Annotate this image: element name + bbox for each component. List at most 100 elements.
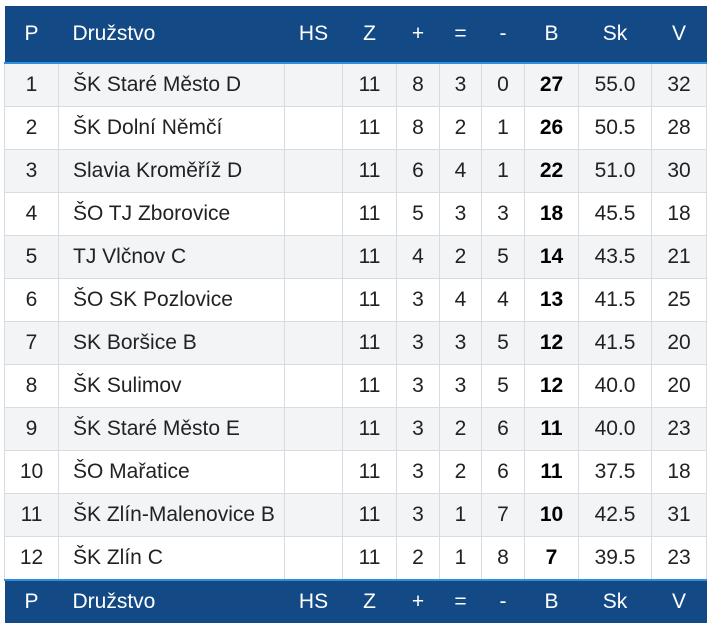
cell-team: ŠK Dolní Němčí xyxy=(58,106,285,150)
header-team: Družstvo xyxy=(58,6,285,64)
cell-v: 31 xyxy=(651,493,707,537)
cell-team: ŠK Sulimov xyxy=(58,364,285,408)
cell-position: 8 xyxy=(4,364,59,408)
table-row: 2 ŠK Dolní Němčí 11 8 2 1 26 50.5 28 xyxy=(4,106,707,150)
cell-draws: 3 xyxy=(439,192,482,236)
cell-losses: 4 xyxy=(481,278,525,322)
cell-matches: 11 xyxy=(342,493,397,537)
cell-draws: 2 xyxy=(439,407,482,451)
standings-table-container: P Družstvo HS Z + = - B Sk V 1 ŠK Staré M… xyxy=(4,6,707,623)
table-row: 6 ŠO SK Pozlovice 11 3 4 4 13 41.5 25 xyxy=(4,278,707,322)
cell-hs xyxy=(284,493,343,537)
cell-hs xyxy=(284,106,343,150)
cell-team: ŠO SK Pozlovice xyxy=(58,278,285,322)
header-losses: - xyxy=(481,6,525,64)
cell-hs xyxy=(284,62,343,107)
header-wins: + xyxy=(396,6,440,64)
cell-wins: 3 xyxy=(396,450,440,494)
cell-points: 14 xyxy=(524,235,579,279)
cell-draws: 2 xyxy=(439,106,482,150)
cell-team: TJ Vlčnov C xyxy=(58,235,285,279)
cell-wins: 3 xyxy=(396,407,440,451)
cell-score: 42.5 xyxy=(578,493,652,537)
table-row: 11 ŠK Zlín-Malenovice B 11 3 1 7 10 42.5 31 xyxy=(4,493,707,537)
cell-hs xyxy=(284,235,343,279)
cell-team: ŠK Staré Město E xyxy=(58,407,285,451)
footer-losses: - xyxy=(481,579,525,623)
cell-score: 51.0 xyxy=(578,149,652,193)
footer-score: Sk xyxy=(578,579,652,623)
cell-v: 28 xyxy=(651,106,707,150)
cell-draws: 2 xyxy=(439,235,482,279)
cell-points: 10 xyxy=(524,493,579,537)
standings-table: P Družstvo HS Z + = - B Sk V 1 ŠK Staré M… xyxy=(4,6,707,623)
cell-hs xyxy=(284,278,343,322)
table-row: 10 ŠO Mařatice 11 3 2 6 11 37.5 18 xyxy=(4,450,707,494)
cell-matches: 11 xyxy=(342,450,397,494)
cell-position: 3 xyxy=(4,149,59,193)
table-row: 5 TJ Vlčnov C 11 4 2 5 14 43.5 21 xyxy=(4,235,707,279)
cell-v: 21 xyxy=(651,235,707,279)
cell-position: 6 xyxy=(4,278,59,322)
cell-team: SK Boršice B xyxy=(58,321,285,365)
cell-matches: 11 xyxy=(342,149,397,193)
cell-score: 41.5 xyxy=(578,321,652,365)
cell-wins: 3 xyxy=(396,321,440,365)
cell-losses: 1 xyxy=(481,149,525,193)
cell-draws: 3 xyxy=(439,62,482,107)
footer-team: Družstvo xyxy=(58,579,285,623)
cell-matches: 11 xyxy=(342,407,397,451)
cell-wins: 3 xyxy=(396,278,440,322)
cell-position: 2 xyxy=(4,106,59,150)
header-hs: HS xyxy=(284,6,343,64)
table-row: 4 ŠO TJ Zborovice 11 5 3 3 18 45.5 18 xyxy=(4,192,707,236)
cell-score: 55.0 xyxy=(578,62,652,107)
cell-losses: 1 xyxy=(481,106,525,150)
cell-points: 18 xyxy=(524,192,579,236)
cell-position: 12 xyxy=(4,536,59,581)
cell-score: 50.5 xyxy=(578,106,652,150)
cell-draws: 3 xyxy=(439,321,482,365)
footer-hs: HS xyxy=(284,579,343,623)
cell-losses: 5 xyxy=(481,364,525,408)
header-row: P Družstvo HS Z + = - B Sk V xyxy=(4,6,707,64)
cell-draws: 1 xyxy=(439,536,482,581)
cell-wins: 8 xyxy=(396,106,440,150)
header-draws: = xyxy=(439,6,482,64)
header-points: B xyxy=(524,6,579,64)
cell-wins: 8 xyxy=(396,62,440,107)
cell-points: 26 xyxy=(524,106,579,150)
cell-hs xyxy=(284,192,343,236)
header-score: Sk xyxy=(578,6,652,64)
cell-points: 12 xyxy=(524,321,579,365)
table-row: 3 Slavia Kroměříž D 11 6 4 1 22 51.0 30 xyxy=(4,149,707,193)
cell-points: 12 xyxy=(524,364,579,408)
cell-losses: 5 xyxy=(481,321,525,365)
cell-wins: 6 xyxy=(396,149,440,193)
footer-wins: + xyxy=(396,579,440,623)
cell-draws: 4 xyxy=(439,149,482,193)
cell-matches: 11 xyxy=(342,106,397,150)
cell-score: 39.5 xyxy=(578,536,652,581)
cell-team: ŠO TJ Zborovice xyxy=(58,192,285,236)
table-row: 8 ŠK Sulimov 11 3 3 5 12 40.0 20 xyxy=(4,364,707,408)
header-matches: Z xyxy=(342,6,397,64)
footer-matches: Z xyxy=(342,579,397,623)
cell-score: 43.5 xyxy=(578,235,652,279)
table-row: 1 ŠK Staré Město D 11 8 3 0 27 55.0 32 xyxy=(4,62,707,107)
cell-matches: 11 xyxy=(342,192,397,236)
table-row: 9 ŠK Staré Město E 11 3 2 6 11 40.0 23 xyxy=(4,407,707,451)
cell-score: 40.0 xyxy=(578,364,652,408)
cell-draws: 4 xyxy=(439,278,482,322)
cell-team: ŠK Staré Město D xyxy=(58,62,285,107)
cell-position: 7 xyxy=(4,321,59,365)
footer-v: V xyxy=(651,579,707,623)
cell-matches: 11 xyxy=(342,235,397,279)
cell-hs xyxy=(284,536,343,581)
cell-team: ŠK Zlín-Malenovice B xyxy=(58,493,285,537)
cell-score: 37.5 xyxy=(578,450,652,494)
cell-points: 7 xyxy=(524,536,579,581)
cell-team: ŠO Mařatice xyxy=(58,450,285,494)
cell-wins: 4 xyxy=(396,235,440,279)
cell-losses: 5 xyxy=(481,235,525,279)
